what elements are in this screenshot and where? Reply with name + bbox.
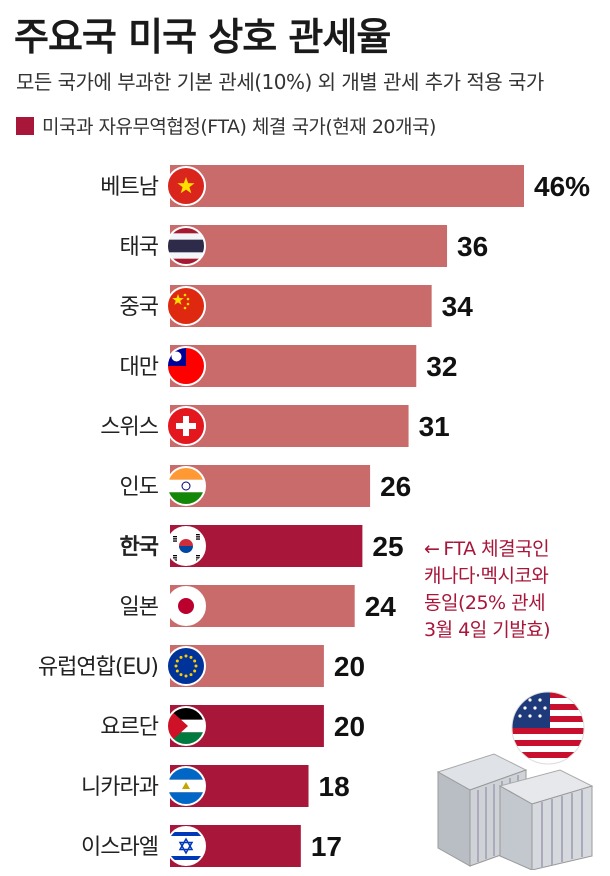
value-label-4: 31 (419, 411, 450, 442)
annotation-line-2: 캐나다·멕시코와 (424, 565, 549, 587)
category-label-0: 베트남 (100, 175, 158, 200)
us-flag-icon (511, 691, 585, 765)
bar-2 (170, 285, 432, 327)
arrow-left-icon: ← (424, 538, 440, 560)
annotation-line-1: ← FTA 체결국인 (424, 538, 550, 560)
value-label-2: 34 (442, 291, 474, 322)
vietnam-flag-icon (166, 166, 206, 206)
category-label-10: 니카라과 (81, 775, 159, 800)
page-subtitle: 모든 국가에 부과한 기본 관세(10%) 외 개별 관세 추가 적용 국가 (16, 70, 544, 94)
legend: 미국과 자유무역협정(FTA) 체결 국가(현재 20개국) (16, 112, 436, 139)
jordan-flag-icon (166, 706, 206, 746)
value-label-1: 36 (457, 231, 488, 262)
switzerland-flag-icon (166, 406, 206, 446)
korea-annotation: ← FTA 체결국인 캐나다·멕시코와 동일(25% 관세 3월 4일 기발효) (424, 536, 551, 644)
category-label-2: 중국 (120, 295, 159, 320)
category-label-8: 유럽연합(EU) (38, 655, 158, 680)
eu-flag-icon (166, 646, 206, 686)
category-label-1: 태국 (120, 235, 159, 260)
value-label-8: 20 (334, 651, 365, 682)
category-label-5: 인도 (120, 475, 159, 500)
category-label-3: 대만 (120, 355, 159, 380)
annotation-line-3: 동일(25% 관세 (424, 592, 546, 614)
bar-3 (170, 345, 417, 387)
value-label-7: 24 (365, 591, 397, 622)
japan-flag-icon (166, 586, 206, 626)
category-label-4: 스위스 (100, 415, 158, 440)
annotation-line-4: 3월 4일 기발효) (424, 619, 551, 641)
thailand-flag-icon (166, 226, 206, 266)
illustration (436, 691, 594, 870)
value-label-9: 20 (334, 711, 365, 742)
legend-label: 미국과 자유무역협정(FTA) 체결 국가(현재 20개국) (42, 116, 436, 138)
category-label-9: 요르단 (100, 715, 158, 740)
china-flag-icon (166, 286, 206, 326)
value-label-10: 18 (319, 771, 350, 802)
value-label-0: 46% (534, 171, 590, 202)
value-label-6: 25 (372, 531, 403, 562)
category-label-11: 이스라엘 (81, 835, 158, 860)
legend-swatch-fta (16, 116, 34, 135)
korea-flag-icon (166, 526, 206, 566)
india-flag-icon (166, 466, 206, 506)
nicaragua-flag-icon (166, 766, 206, 806)
israel-flag-icon (166, 826, 206, 866)
bar-4 (170, 405, 409, 447)
category-label-6: 한국 (120, 535, 159, 560)
taiwan-flag-icon (166, 346, 206, 386)
page-title: 주요국 미국 상호 관세율 (14, 15, 391, 59)
bar-1 (170, 225, 448, 267)
category-label-7: 일본 (120, 595, 159, 620)
shipping-container-icon (436, 753, 594, 870)
value-label-11: 17 (311, 831, 342, 862)
bar-0 (170, 165, 524, 207)
value-label-3: 32 (426, 351, 457, 382)
value-label-5: 26 (380, 471, 411, 502)
